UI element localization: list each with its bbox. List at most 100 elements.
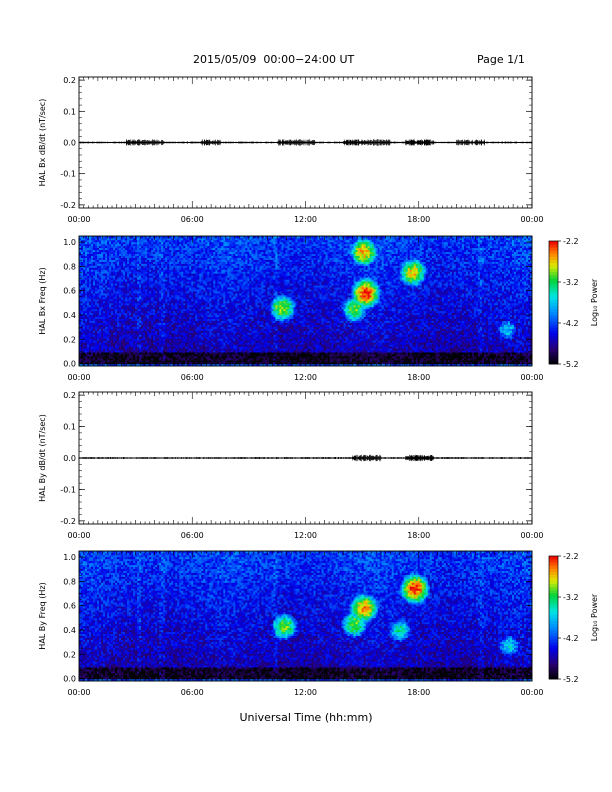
spectrogram-cell bbox=[125, 261, 128, 264]
spectrogram-cell bbox=[79, 306, 82, 310]
spectrogram-cell bbox=[109, 306, 112, 310]
spectrogram-cell bbox=[131, 249, 134, 253]
spectrogram-cell bbox=[121, 338, 124, 341]
spectrogram-cell bbox=[191, 344, 194, 347]
spectrogram-cell bbox=[129, 358, 132, 361]
spectrogram-cell bbox=[97, 334, 100, 337]
spectrogram-cell bbox=[95, 283, 98, 286]
spectrogram-cell bbox=[129, 364, 132, 367]
spectrogram-cell bbox=[187, 306, 190, 310]
spectrogram-cell bbox=[79, 259, 82, 262]
spectrogram-cell bbox=[171, 281, 174, 284]
spectrogram-cell bbox=[89, 271, 92, 274]
spectrogram-cell bbox=[141, 275, 144, 278]
spectrogram-cell bbox=[175, 285, 178, 288]
spectrogram-cell bbox=[169, 338, 172, 341]
spectrogram-cell bbox=[83, 304, 86, 308]
spectrogram-cell bbox=[189, 320, 192, 323]
spectrogram-cell bbox=[143, 364, 146, 367]
spectrogram-cell bbox=[129, 279, 132, 282]
spectrogram-cell bbox=[165, 283, 168, 286]
spectrogram-cell bbox=[147, 346, 150, 349]
spectrogram-cell bbox=[79, 328, 82, 331]
spectrogram-cell bbox=[175, 350, 178, 353]
spectrogram-cell bbox=[189, 257, 192, 260]
spectrogram-cell bbox=[187, 350, 190, 353]
spectrogram-cell bbox=[137, 271, 140, 274]
spectrogram-cell bbox=[129, 326, 132, 329]
spectrogram-cell bbox=[99, 269, 102, 272]
page-title: 2015/05/09 00:00−24:00 UT bbox=[193, 53, 354, 66]
spectrogram-cell bbox=[141, 340, 144, 343]
spectrogram-cell bbox=[113, 352, 116, 355]
spectrogram-cell bbox=[177, 350, 180, 353]
spectrogram-cell bbox=[161, 241, 164, 245]
spectrogram-cell bbox=[81, 289, 84, 292]
spectrogram-cell bbox=[191, 310, 194, 314]
spectrogram-cell bbox=[145, 318, 148, 321]
spectrogram-cell bbox=[149, 301, 152, 304]
spectrogram-cell bbox=[79, 364, 82, 367]
spectrogram-cell bbox=[147, 259, 150, 262]
spectrogram-cell bbox=[183, 283, 186, 286]
spectrogram-cell bbox=[145, 322, 148, 325]
spectrogram-cell bbox=[143, 318, 146, 321]
spectrogram-cell bbox=[105, 338, 108, 341]
spectrogram-cell bbox=[95, 324, 98, 327]
spectrogram-cell bbox=[185, 283, 188, 286]
spectrogram-cell bbox=[191, 253, 194, 256]
spectrogram-cell bbox=[97, 308, 100, 312]
spectrogram-cell bbox=[91, 271, 94, 274]
spectrogram-cell bbox=[91, 251, 94, 255]
spectrogram-cell bbox=[181, 364, 184, 367]
spectrogram-cell bbox=[185, 312, 188, 316]
spectrogram-cell bbox=[93, 340, 96, 343]
spectrogram-cell bbox=[153, 279, 156, 282]
spectrogram-cell bbox=[83, 259, 86, 262]
spectrogram-cell bbox=[129, 336, 132, 339]
spectrogram-cell bbox=[163, 328, 166, 331]
spectrogram-cell bbox=[81, 295, 84, 298]
spectrogram-cell bbox=[93, 281, 96, 284]
spectrogram-cell bbox=[87, 328, 90, 331]
spectrogram-cell bbox=[87, 265, 90, 268]
spectrogram-cell bbox=[189, 342, 192, 345]
spectrogram-cell bbox=[123, 348, 126, 351]
spectrogram-cell bbox=[189, 362, 192, 365]
spectrogram-cell bbox=[155, 261, 158, 264]
spectrogram-cell bbox=[135, 275, 138, 278]
spectrogram-cell bbox=[193, 301, 196, 304]
spectrogram-cell bbox=[91, 267, 94, 270]
spectrogram-cell bbox=[165, 314, 168, 318]
spectrogram-cell bbox=[107, 251, 110, 255]
spectrogram-cell bbox=[119, 267, 122, 270]
spectrogram-cell bbox=[151, 255, 154, 258]
spectrogram-cell bbox=[129, 320, 132, 323]
spectrogram-cell bbox=[117, 257, 120, 260]
spectrogram-cell bbox=[149, 320, 152, 323]
spectrogram-cell bbox=[151, 285, 154, 288]
spectrogram-cell bbox=[95, 356, 98, 359]
spectrogram-cell bbox=[115, 338, 118, 341]
spectrogram-cell bbox=[105, 314, 108, 318]
spectrogram-cell bbox=[171, 295, 174, 298]
spectrogram-cell bbox=[157, 302, 160, 306]
spectrogram-cell bbox=[165, 297, 168, 300]
spectrogram-cell bbox=[193, 358, 196, 361]
spectrogram-cell bbox=[165, 342, 168, 345]
spectrogram-cell bbox=[123, 243, 126, 247]
spectrogram-cell bbox=[193, 299, 196, 302]
spectrogram-cell bbox=[99, 326, 102, 329]
spectrogram-cell bbox=[135, 281, 138, 284]
spectrogram-cell bbox=[155, 279, 158, 282]
spectrogram-cell bbox=[115, 245, 118, 249]
spectrogram-cell bbox=[137, 334, 140, 337]
spectrogram-cell bbox=[93, 251, 96, 255]
spectrogram-cell bbox=[165, 293, 168, 296]
spectrogram-cell bbox=[181, 330, 184, 333]
spectrogram-cell bbox=[121, 261, 124, 264]
spectrogram-cell bbox=[177, 257, 180, 260]
spectrogram-cell bbox=[93, 324, 96, 327]
spectrogram-cell bbox=[181, 259, 184, 262]
spectrogram-cell bbox=[151, 350, 154, 353]
